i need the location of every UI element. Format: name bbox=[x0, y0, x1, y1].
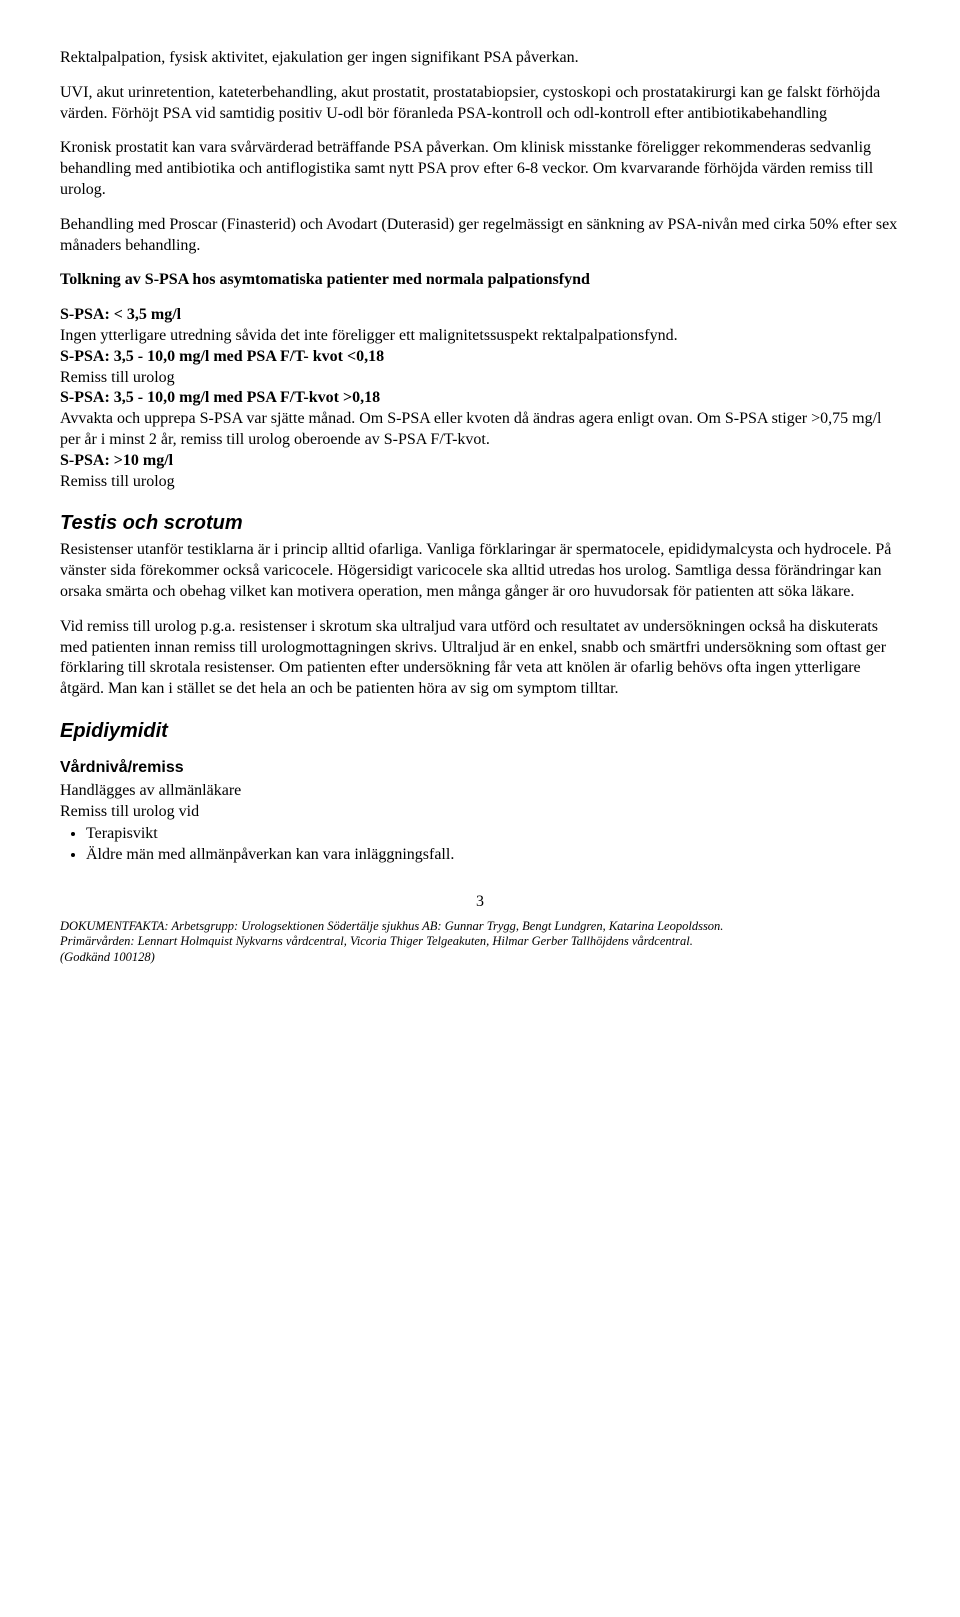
paragraph: Behandling med Proscar (Finasterid) och … bbox=[60, 215, 900, 257]
bullet-list: Terapisvikt Äldre män med allmänpåverkan… bbox=[60, 824, 900, 866]
spsa-label-2: S-PSA: 3,5 - 10,0 mg/l med PSA F/T- kvot… bbox=[60, 348, 384, 365]
vard-line-2: Remiss till urolog vid bbox=[60, 803, 199, 820]
spsa-label-3: S-PSA: 3,5 - 10,0 mg/l med PSA F/T-kvot … bbox=[60, 389, 380, 406]
spsa-text-2: Remiss till urolog bbox=[60, 369, 175, 386]
footer-line-2: Primärvården: Lennart Holmquist Nykvarns… bbox=[60, 934, 693, 948]
list-item: Äldre män med allmänpåverkan kan vara in… bbox=[86, 845, 900, 866]
spsa-label-4: S-PSA: >10 mg/l bbox=[60, 452, 173, 469]
paragraph: Kronisk prostatit kan vara svårvärderad … bbox=[60, 138, 900, 200]
vard-lines: Handlägges av allmänläkare Remiss till u… bbox=[60, 781, 900, 823]
document-footer: DOKUMENTFAKTA: Arbetsgrupp: Urologsektio… bbox=[60, 919, 900, 966]
page-number: 3 bbox=[60, 892, 900, 913]
paragraph: Resistenser utanför testiklarna är i pri… bbox=[60, 540, 900, 602]
paragraph: UVI, akut urinretention, kateterbehandli… bbox=[60, 83, 900, 125]
section-heading-tolkning: Tolkning av S-PSA hos asymtomatiska pati… bbox=[60, 270, 900, 291]
section-heading-testis: Testis och scrotum bbox=[60, 510, 900, 536]
vard-line-1: Handlägges av allmänläkare bbox=[60, 782, 241, 799]
section-heading-epidiymidit: Epidiymidit bbox=[60, 718, 900, 744]
spsa-label-1: S-PSA: < 3,5 mg/l bbox=[60, 306, 181, 323]
paragraph: Vid remiss till urolog p.g.a. resistense… bbox=[60, 617, 900, 700]
spsa-block: S-PSA: < 3,5 mg/l Ingen ytterligare utre… bbox=[60, 305, 900, 492]
spsa-text-4: Remiss till urolog bbox=[60, 473, 175, 490]
subsection-heading-vardniva: Vårdnivå/remiss bbox=[60, 758, 900, 779]
list-item: Terapisvikt bbox=[86, 824, 900, 845]
paragraph: Rektalpalpation, fysisk aktivitet, ejaku… bbox=[60, 48, 900, 69]
spsa-text-3: Avvakta och upprepa S-PSA var sjätte mån… bbox=[60, 410, 881, 448]
spsa-text-1: Ingen ytterligare utredning såvida det i… bbox=[60, 327, 678, 344]
footer-line-1: DOKUMENTFAKTA: Arbetsgrupp: Urologsektio… bbox=[60, 919, 723, 933]
footer-line-3: (Godkänd 100128) bbox=[60, 950, 155, 964]
